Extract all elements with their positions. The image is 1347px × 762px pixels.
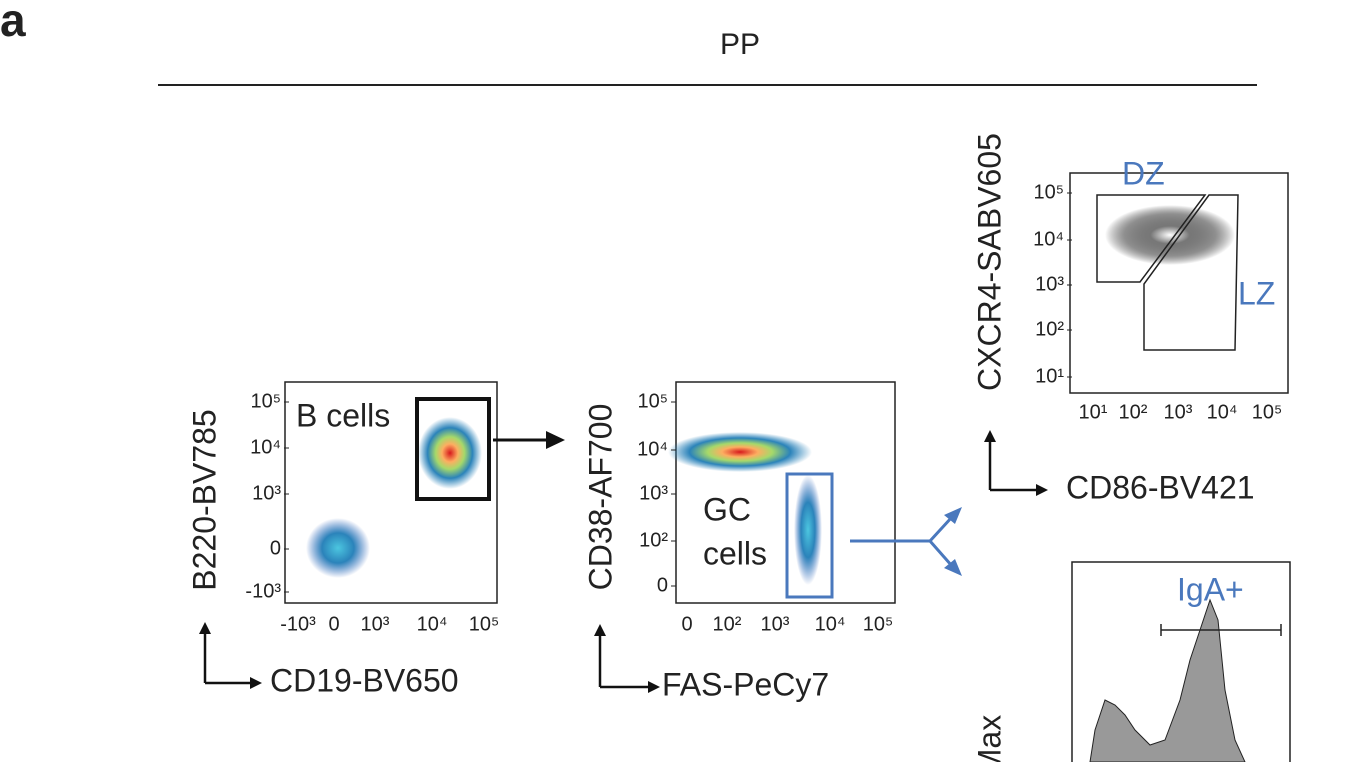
plot-frame <box>1069 172 1289 394</box>
arrowhead <box>944 507 962 524</box>
x-tick-label: 10⁵ <box>1252 401 1283 423</box>
fork-arrow <box>928 540 954 567</box>
plot-frame <box>284 381 498 604</box>
gate-label: DZ <box>1122 155 1165 191</box>
y-tick-label: -10³ <box>245 580 281 602</box>
contour-cloud <box>1105 205 1235 265</box>
arrowhead <box>594 624 606 636</box>
y-axis-label: CXCR4-SABV605 <box>971 133 1007 391</box>
plot-frame <box>675 381 896 604</box>
y-tick-label: 10³ <box>252 482 281 504</box>
arrowhead <box>1036 484 1048 496</box>
x-tick-label: 10⁴ <box>815 613 846 635</box>
gate-label: GC <box>703 491 751 527</box>
gate <box>1143 194 1239 351</box>
arrowhead <box>944 559 962 576</box>
density-cloud <box>306 518 370 578</box>
y-tick-label: 10³ <box>1035 273 1064 295</box>
panel-label: a <box>0 0 26 46</box>
arrowhead <box>199 622 211 634</box>
x-tick-label: 0 <box>328 613 339 635</box>
y-tick-label: 0 <box>270 537 281 559</box>
x-tick-label: 10¹ <box>1079 401 1108 423</box>
arrowhead <box>546 431 565 449</box>
y-axis-label: CD38-AF700 <box>582 404 618 591</box>
x-tick-label: -10³ <box>280 613 316 635</box>
arrowhead <box>984 430 996 442</box>
x-axis-label: CD19-BV650 <box>270 662 459 698</box>
y-tick-label: 10² <box>1035 318 1064 340</box>
x-tick-label: 0 <box>681 613 692 635</box>
plot-frame <box>1071 561 1291 762</box>
density-cloud <box>418 417 482 489</box>
fork-arrow <box>850 515 954 543</box>
histogram <box>1089 598 1246 762</box>
x-tick-label: 10³ <box>1164 401 1193 423</box>
y-tick-label: 10⁴ <box>637 438 668 460</box>
header: PP <box>720 28 760 61</box>
y-axis-label: B220-BV785 <box>186 409 222 590</box>
gate-label: cells <box>703 535 767 571</box>
x-tick-label: 10² <box>1119 401 1148 423</box>
y-axis-label: Max <box>971 715 1007 762</box>
y-tick-label: 10² <box>639 529 668 551</box>
x-axis-label: FAS-PeCy7 <box>662 666 829 702</box>
x-tick-label: 10³ <box>761 613 790 635</box>
density-cloud <box>794 475 822 585</box>
gate <box>415 397 491 501</box>
gate <box>785 472 834 599</box>
y-tick-label: 10⁵ <box>250 390 281 412</box>
y-tick-label: 10⁵ <box>637 390 668 412</box>
x-axis-label: CD86-BV421 <box>1066 469 1255 505</box>
y-tick-label: 0 <box>657 574 668 596</box>
x-tick-label: 10⁵ <box>469 613 500 635</box>
density-cloud <box>668 432 812 472</box>
arrowhead <box>648 681 660 693</box>
y-tick-label: 10⁵ <box>1033 181 1064 203</box>
x-tick-label: 10⁴ <box>1207 401 1238 423</box>
y-tick-label: 10⁴ <box>250 436 281 458</box>
x-tick-label: 10⁵ <box>863 613 894 635</box>
gate-label: IgA+ <box>1177 571 1244 607</box>
gate <box>1096 194 1207 283</box>
x-tick-label: 10³ <box>361 613 390 635</box>
gate-label: B cells <box>296 397 390 433</box>
x-tick-label: 10⁴ <box>417 613 448 635</box>
y-tick-label: 10¹ <box>1035 365 1064 387</box>
arrowhead <box>250 677 262 689</box>
y-tick-label: 10³ <box>639 482 668 504</box>
y-tick-label: 10⁴ <box>1033 228 1064 250</box>
x-tick-label: 10² <box>713 613 742 635</box>
gate-label: LZ <box>1238 275 1275 311</box>
